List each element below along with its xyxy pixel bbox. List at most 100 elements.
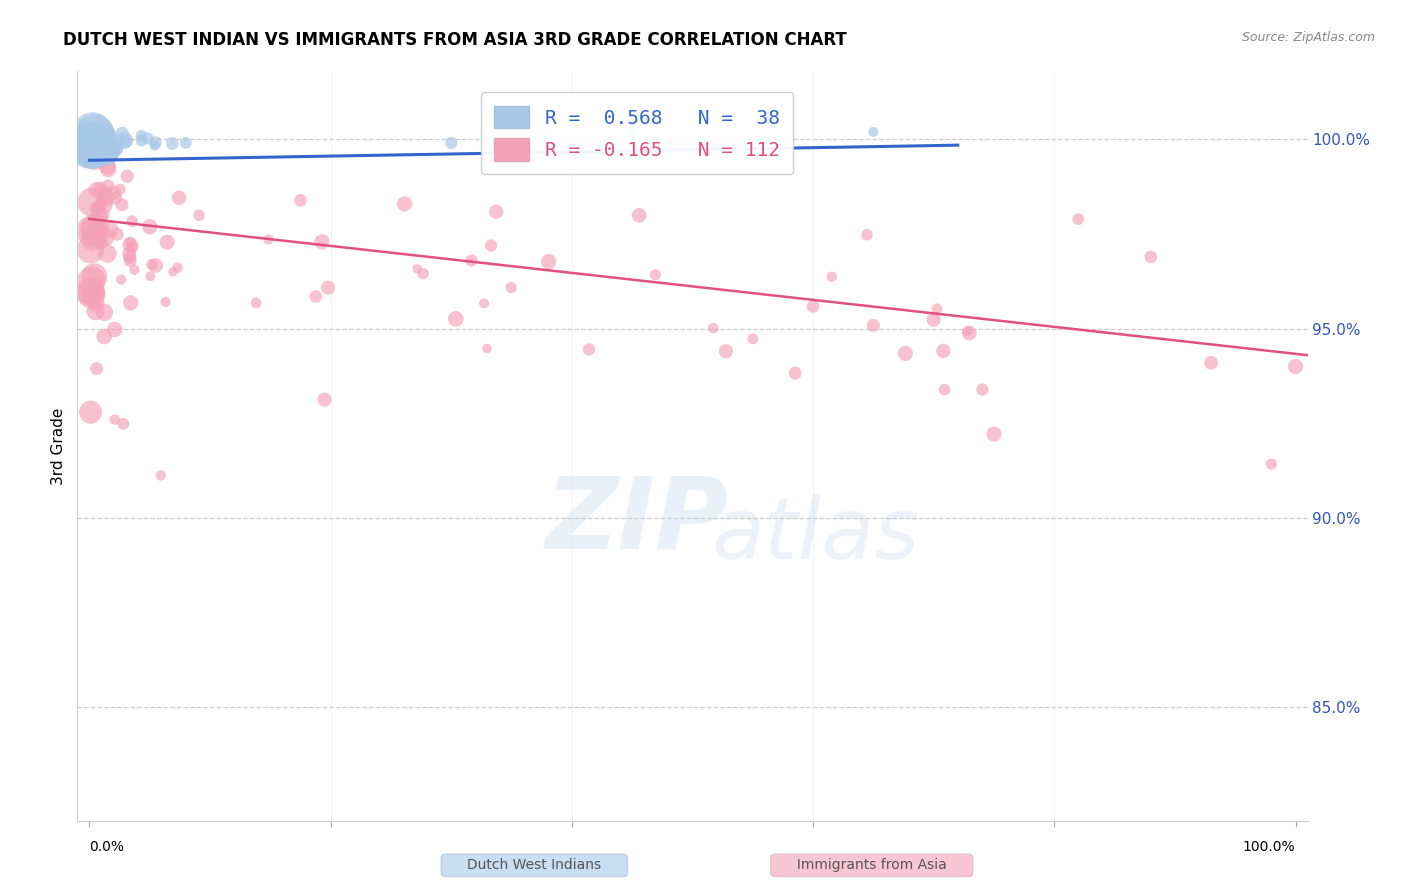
Point (114, 135, 136, 149)
Point (103, 143, 125, 157)
Point (143, 138, 166, 153)
Point (84, 144, 107, 158)
Point (93, 329, 115, 343)
Point (104, 322, 127, 336)
Point (1139, 250, 1161, 264)
Point (162, 136, 184, 151)
Point (104, 412, 127, 426)
Point (94, 230, 117, 244)
Point (167, 191, 190, 205)
Point (111, 127, 134, 141)
Point (87, 287, 110, 301)
Point (821, 269, 844, 284)
Point (311, 235, 333, 249)
Point (105, 142, 128, 156)
Point (80, 274, 103, 288)
Point (80, 224, 103, 238)
Point (90, 135, 112, 149)
Point (120, 235, 142, 250)
Point (103, 186, 125, 200)
Point (110, 272, 132, 286)
Point (89, 182, 111, 196)
Point (394, 196, 416, 211)
Point (93, 305, 115, 319)
Point (121, 214, 143, 228)
Point (501, 280, 523, 294)
Point (188, 208, 211, 222)
Point (124, 263, 146, 277)
Text: Source: ZipAtlas.com: Source: ZipAtlas.com (1241, 31, 1375, 45)
Point (155, 294, 177, 309)
Point (537, 254, 560, 268)
Point (537, 125, 560, 139)
Point (86, 226, 108, 240)
Point (80, 287, 103, 301)
Point (412, 267, 434, 281)
Point (79, 285, 101, 299)
Point (94, 135, 117, 149)
Point (83, 128, 105, 143)
Point (956, 324, 979, 338)
Point (90, 235, 112, 249)
Point (856, 227, 879, 242)
Point (84, 304, 107, 318)
Point (166, 260, 188, 275)
Point (290, 194, 312, 208)
Text: Immigrants from Asia: Immigrants from Asia (775, 858, 969, 872)
Point (96, 246, 118, 260)
Point (1260, 457, 1282, 471)
Point (84, 296, 107, 310)
Point (479, 238, 502, 252)
Point (245, 296, 267, 310)
Point (628, 208, 651, 222)
Point (90, 136, 112, 151)
Point (136, 131, 159, 145)
Point (82, 126, 104, 140)
Point (934, 383, 956, 397)
Text: atlas: atlas (711, 494, 920, 577)
Point (139, 269, 162, 284)
Point (314, 392, 336, 407)
Point (79, 243, 101, 257)
Point (79, 223, 101, 237)
Point (118, 238, 141, 252)
Point (925, 301, 948, 316)
Text: 0.0%: 0.0% (90, 840, 124, 855)
Point (79, 136, 101, 151)
Point (305, 289, 328, 303)
Point (406, 261, 429, 276)
Point (87, 202, 110, 216)
Point (94, 190, 117, 204)
Point (120, 253, 142, 268)
Point (578, 343, 600, 357)
Point (440, 136, 463, 150)
Point (89, 145, 111, 160)
Point (83, 221, 105, 235)
Point (82, 195, 104, 210)
Point (98, 223, 121, 237)
Point (894, 346, 917, 360)
Point (97, 178, 120, 193)
Point (84, 202, 107, 216)
Point (922, 312, 945, 326)
Point (97, 162, 120, 177)
Point (118, 251, 141, 265)
Point (714, 344, 737, 359)
Point (1067, 212, 1090, 227)
Point (862, 318, 884, 333)
Point (96, 144, 118, 158)
Point (801, 300, 824, 314)
Point (141, 258, 163, 272)
Point (105, 227, 128, 242)
Point (84, 128, 107, 142)
Point (702, 321, 724, 335)
Point (139, 219, 162, 234)
Point (93, 131, 115, 145)
Point (460, 253, 482, 268)
Point (785, 366, 807, 380)
Point (174, 136, 197, 150)
Text: Dutch West Indians: Dutch West Indians (446, 858, 623, 872)
Point (79, 405, 101, 419)
Point (104, 191, 127, 205)
Point (86, 228, 108, 243)
